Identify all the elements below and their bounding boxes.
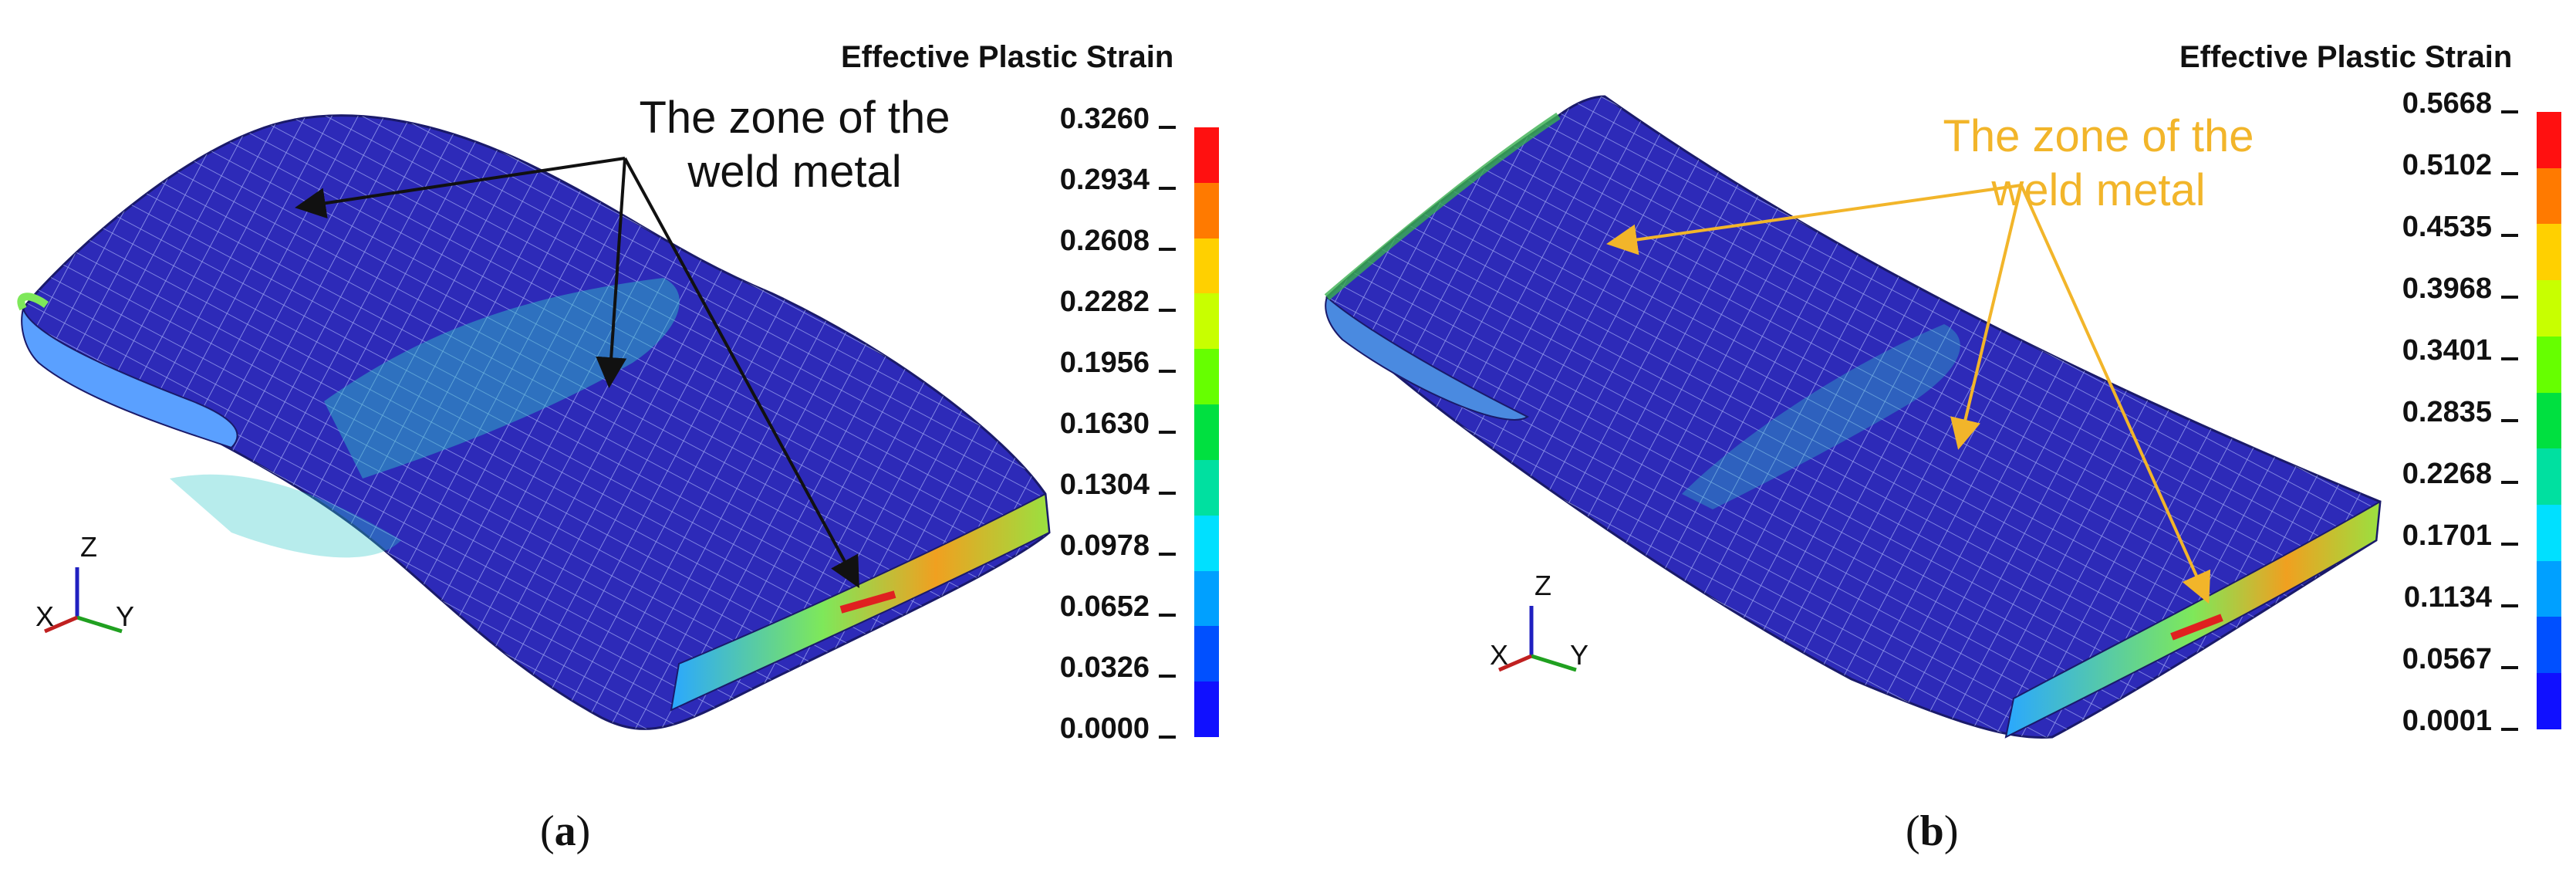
caption-b: (b)	[1906, 807, 1958, 856]
tick-label: 0.0978	[1059, 529, 1150, 562]
axis-y-label: Y	[116, 600, 135, 632]
annotation-line-2: weld metal	[687, 147, 902, 197]
tick-label: 0.1304	[1059, 468, 1150, 501]
colorbar-segment	[2537, 448, 2561, 506]
annotation-line-1: The zone of the	[639, 93, 950, 143]
tick-mark	[2501, 604, 2518, 607]
annotation-arrows	[1606, 184, 2211, 604]
tick-mark	[1159, 126, 1176, 129]
caption-a: (a)	[540, 807, 590, 856]
legend-title: Effective Plastic Strain	[841, 40, 1174, 74]
tick-mark	[2501, 543, 2518, 546]
caption-close: )	[576, 807, 591, 855]
tick-label: 0.5102	[2402, 149, 2492, 181]
tick-mark	[2501, 172, 2518, 175]
colorbar-segment	[1194, 570, 1219, 627]
annotation-arrows	[295, 157, 859, 589]
legend-title: Effective Plastic Strain	[2179, 40, 2513, 74]
axis-z-label: Z	[1534, 570, 1551, 601]
colorbar-segment	[1194, 515, 1219, 571]
tick-mark	[2501, 419, 2518, 422]
tick-label: 0.1956	[1059, 347, 1150, 379]
colorbar-segment	[1194, 349, 1219, 405]
caption-open: (	[1906, 807, 1920, 855]
axis-y-label: Y	[1570, 639, 1589, 671]
tick-label: 0.2608	[1059, 225, 1150, 257]
caption-letter: b	[1919, 807, 1944, 855]
tick-mark	[2501, 666, 2518, 669]
tick-label: 0.1630	[1059, 408, 1150, 440]
tick-mark	[1159, 248, 1176, 251]
tick-mark	[2501, 357, 2518, 360]
tick-label: 0.3260	[1059, 103, 1150, 135]
colorbar-segment	[1194, 127, 1219, 183]
annotation-line-2: weld metal	[1991, 165, 2206, 215]
colorbar	[2537, 112, 2561, 729]
tick-mark	[1159, 187, 1176, 190]
colorbar-segment	[2537, 112, 2561, 168]
axis-x-label: X	[35, 600, 55, 632]
tick-mark	[1159, 553, 1176, 556]
tick-mark	[2501, 110, 2518, 113]
colorbar-segment	[1194, 404, 1219, 460]
tick-label: 0.0567	[2402, 643, 2492, 675]
tick-label: 0.1701	[2402, 519, 2492, 552]
tick-label: 0.0326	[1059, 651, 1150, 684]
tick-label: 0.2835	[2402, 396, 2492, 428]
colorbar-segment	[2537, 167, 2561, 225]
colorbar-segment	[1194, 626, 1219, 682]
panel-a: The zone of the weld metal Z X Y Effecti…	[17, 40, 1219, 856]
tick-mark	[2501, 234, 2518, 237]
tick-label: 0.5668	[2402, 87, 2492, 120]
colorbar-segment	[2537, 560, 2561, 617]
tick-mark	[1159, 309, 1176, 312]
tick-label: 0.3968	[2402, 272, 2492, 305]
tick-mark	[2501, 728, 2518, 731]
tick-mark	[1159, 431, 1176, 434]
tick-mark	[1159, 675, 1176, 678]
colorbar-segment	[2537, 280, 2561, 337]
tick-label: 0.3401	[2402, 334, 2492, 367]
colorbar-segment	[1194, 682, 1219, 737]
colorbar-segment	[1194, 238, 1219, 294]
colorbar-segment	[1194, 182, 1219, 238]
annotation-line-1: The zone of the	[1943, 111, 2254, 161]
panel-b: The zone of the weld metal Z X Y Effecti…	[1312, 0, 2576, 876]
tick-mark	[1159, 614, 1176, 617]
tick-label: 0.2282	[1059, 286, 1150, 318]
axis-x-label: X	[1490, 639, 1509, 671]
tick-mark	[1159, 370, 1176, 373]
colorbar-segment	[2537, 617, 2561, 674]
axis-triad	[44, 567, 123, 634]
tick-label: 0.0652	[1059, 590, 1150, 623]
colorbar	[1194, 127, 1219, 737]
tick-mark	[1159, 736, 1176, 739]
fe-mesh-model	[17, 114, 1051, 730]
tick-label: 0.4535	[2402, 211, 2492, 243]
colorbar-segment	[1194, 293, 1219, 350]
tick-label: 0.0001	[2402, 705, 2492, 737]
caption-letter: a	[554, 807, 576, 855]
tick-mark	[2501, 296, 2518, 299]
caption-close: )	[1943, 807, 1959, 855]
axis-triad	[1498, 606, 1577, 672]
caption-open: (	[540, 807, 555, 855]
tick-label: 0.2268	[2402, 458, 2492, 490]
colorbar-segment	[1194, 459, 1219, 516]
colorbar-segment	[2537, 673, 2561, 729]
tick-label: 0.1134	[2403, 581, 2492, 614]
tick-label: 0.2934	[1059, 164, 1150, 196]
weld-zone-annotation: The zone of the weld metal	[1913, 110, 2284, 218]
colorbar-segment	[2537, 224, 2561, 281]
colorbar-segment	[2537, 392, 2561, 449]
tick-mark	[1159, 492, 1176, 495]
tick-mark	[2501, 481, 2518, 484]
fe-mesh-model	[1324, 95, 2382, 739]
colorbar-segment	[2537, 336, 2561, 393]
weld-zone-annotation: The zone of the weld metal	[602, 91, 988, 199]
axis-z-label: Z	[80, 531, 97, 563]
tick-label: 0.0000	[1059, 712, 1150, 745]
colorbar-segment	[2537, 505, 2561, 561]
